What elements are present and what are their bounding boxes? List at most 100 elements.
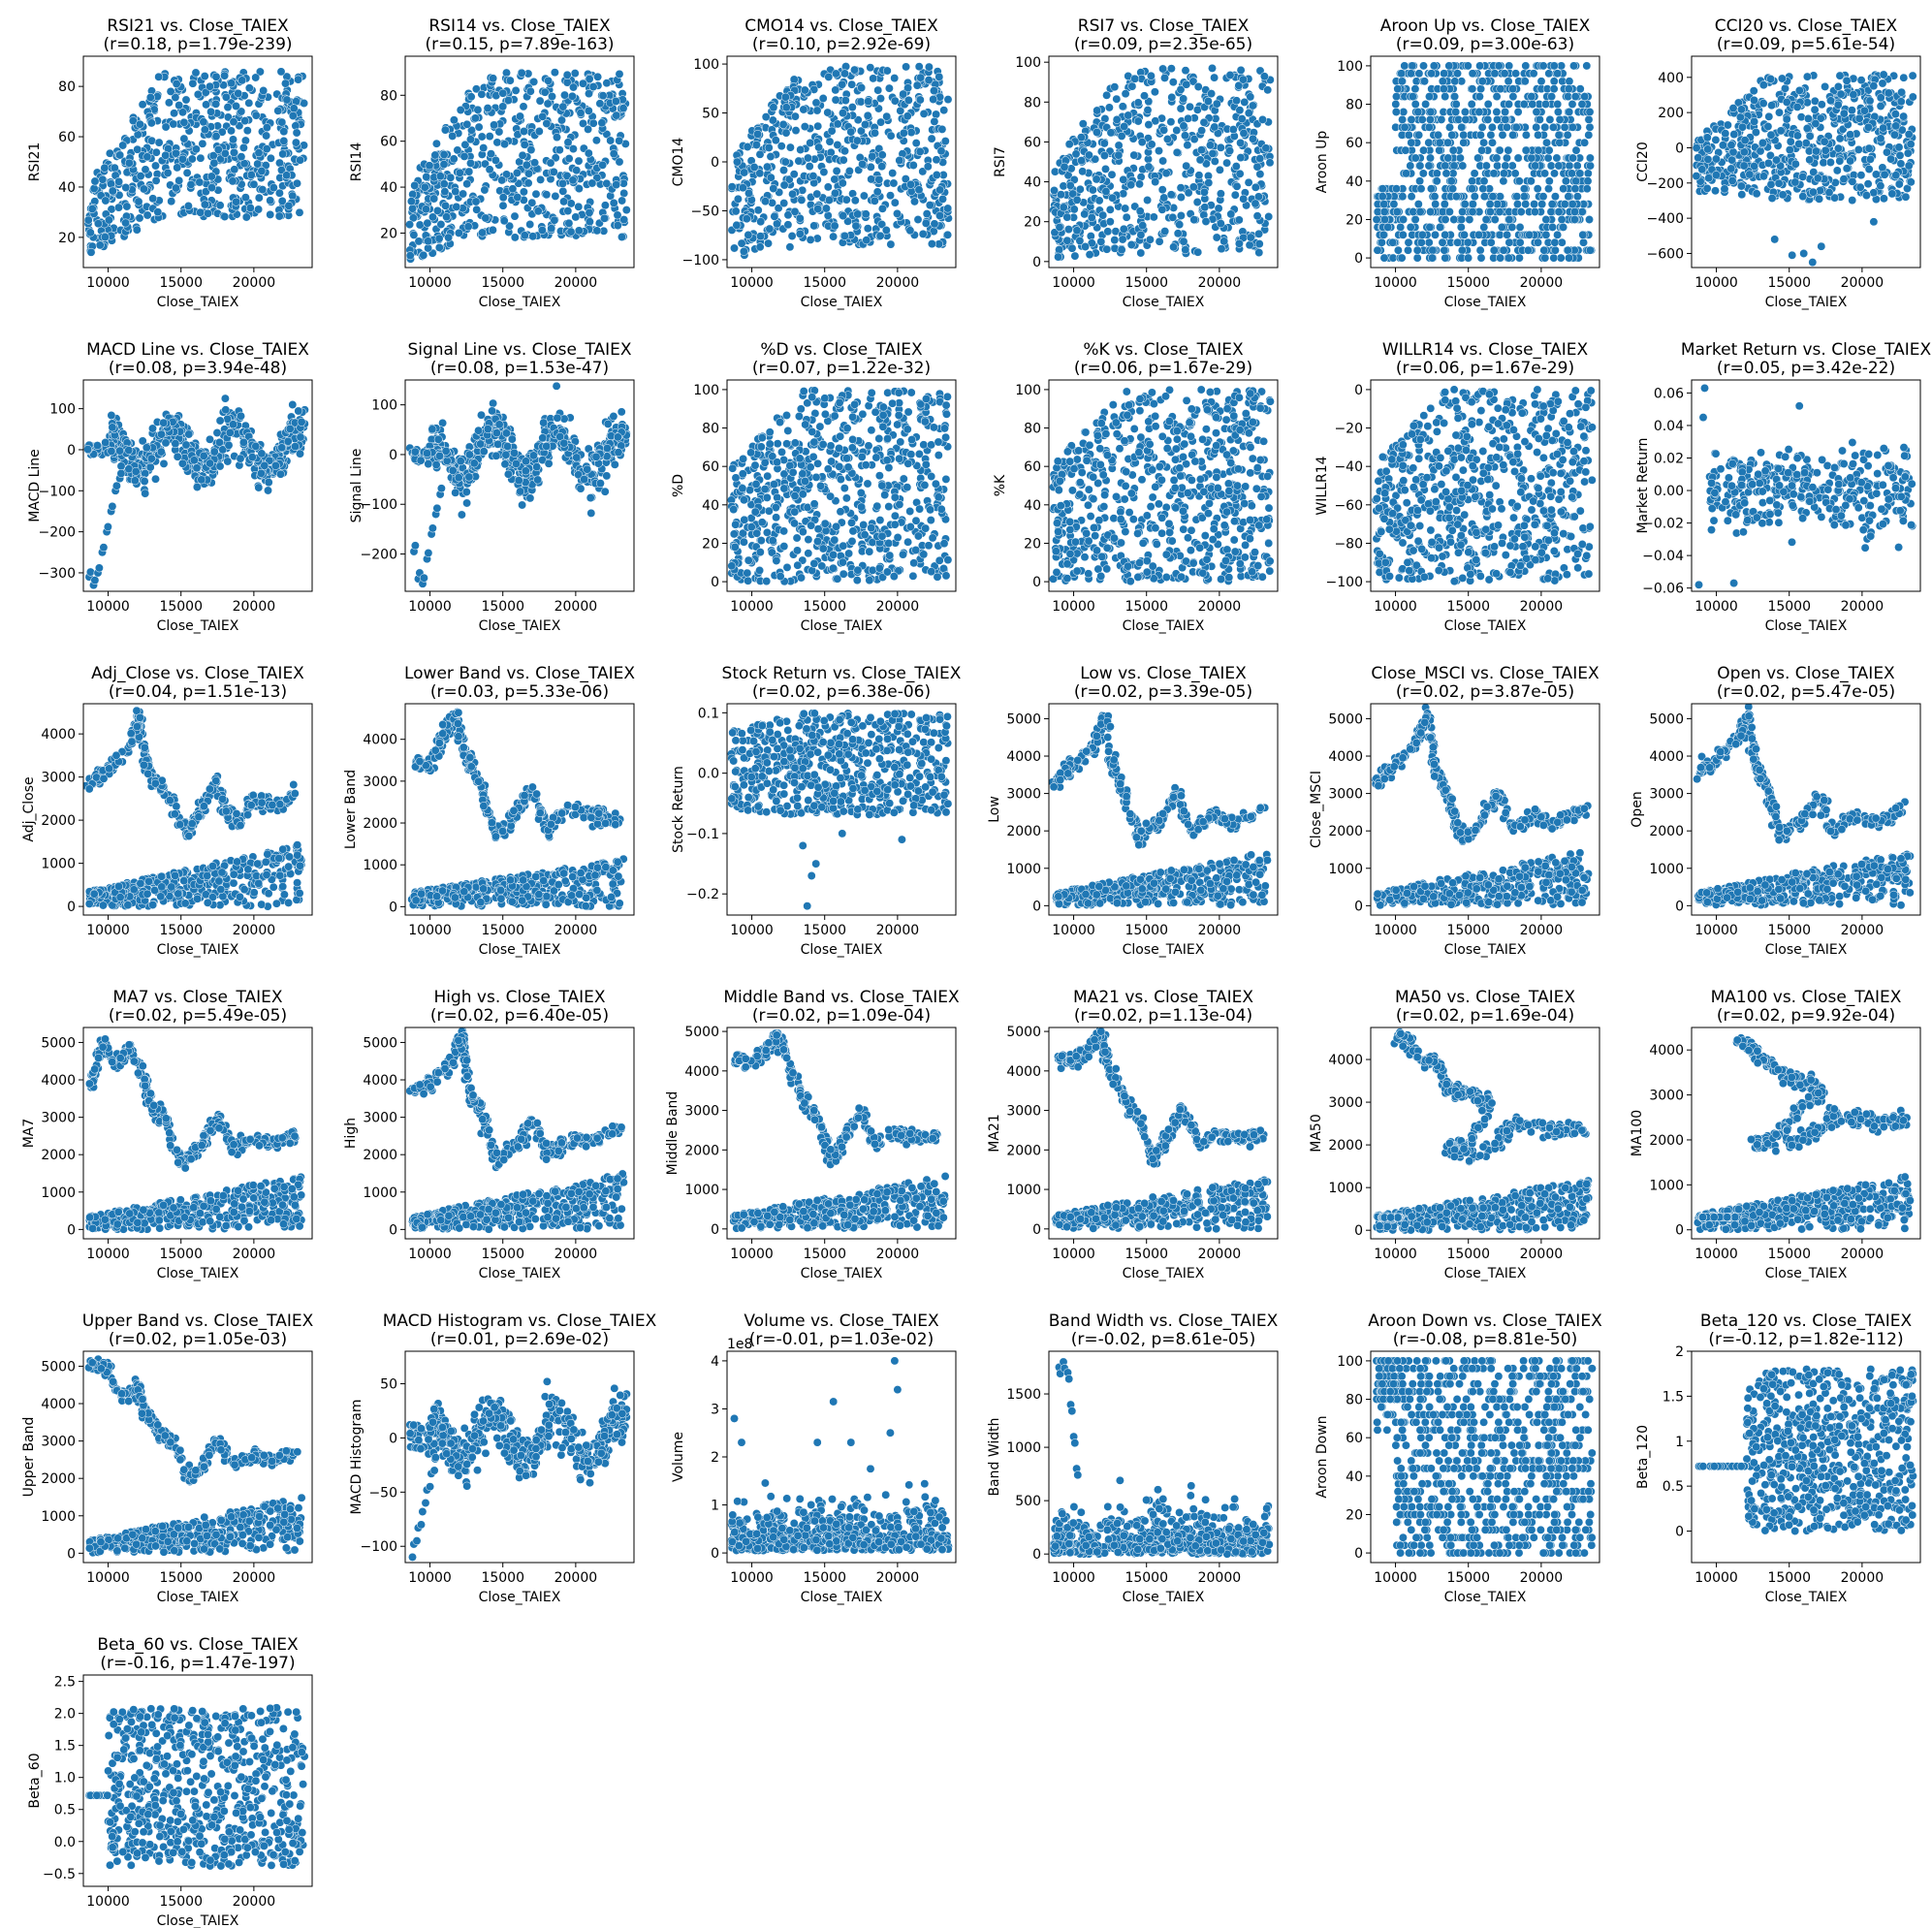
data-point [510, 233, 520, 242]
data-point [1501, 114, 1510, 124]
data-point [87, 205, 97, 213]
data-point [1871, 170, 1881, 179]
data-point [459, 151, 469, 161]
subplot-title: RSI21 vs. Close_TAIEX [107, 16, 289, 36]
data-point [1407, 138, 1416, 147]
data-point [229, 135, 238, 144]
data-point [870, 196, 879, 205]
data-point [1460, 200, 1470, 209]
data-point [518, 150, 527, 160]
data-point [83, 445, 93, 454]
data-point [448, 131, 458, 141]
data-point [1554, 161, 1564, 171]
data-point [1150, 87, 1159, 97]
data-point [1468, 69, 1477, 79]
data-point [1585, 153, 1595, 163]
data-point [613, 210, 622, 220]
data-point [1414, 130, 1424, 140]
data-point [1425, 114, 1435, 124]
data-point [774, 204, 783, 213]
data-point [819, 168, 829, 176]
data-point [776, 142, 786, 151]
data-point [489, 74, 498, 83]
data-point [1583, 176, 1593, 186]
data-point [1259, 72, 1269, 81]
data-point [598, 91, 608, 101]
data-point [1455, 153, 1465, 163]
data-point [1464, 253, 1473, 263]
data-point [1546, 207, 1556, 216]
data-point [755, 149, 765, 159]
data-point [876, 94, 885, 104]
data-point [1149, 212, 1158, 222]
data-point [930, 116, 939, 126]
x-axis-label: Close_TAIEX [1444, 295, 1527, 310]
data-point [1252, 211, 1262, 221]
data-point [1160, 227, 1170, 237]
data-point [1896, 97, 1906, 107]
data-point [1441, 230, 1450, 239]
data-point [1087, 238, 1096, 248]
data-point [823, 108, 833, 117]
data-point [1119, 224, 1128, 234]
data-point [111, 481, 121, 490]
data-point [289, 104, 299, 113]
data-point [1846, 156, 1855, 166]
data-point [1585, 215, 1594, 224]
data-point [1447, 130, 1457, 140]
data-point [512, 168, 522, 177]
data-point [864, 97, 873, 107]
data-point [1392, 92, 1401, 102]
data-point [490, 120, 499, 130]
data-point [813, 205, 823, 213]
data-point [161, 438, 171, 448]
data-point [808, 172, 818, 181]
data-point [1511, 122, 1521, 132]
data-point [1531, 161, 1540, 171]
data-point [1692, 143, 1701, 153]
data-point [764, 238, 773, 248]
data-point [1135, 179, 1144, 189]
x-tick-label: 10000 [86, 599, 130, 615]
data-point [1764, 111, 1774, 121]
data-point [1228, 125, 1238, 135]
data-point [804, 153, 812, 163]
data-point [771, 136, 780, 145]
data-point [857, 83, 867, 92]
data-point [544, 76, 554, 85]
data-point [873, 85, 883, 95]
data-point [1172, 147, 1182, 157]
data-point [1099, 151, 1109, 160]
data-point [919, 109, 929, 118]
data-point [1378, 230, 1388, 239]
data-point [1104, 103, 1114, 112]
data-point [284, 201, 294, 210]
y-tick-label: −100 [682, 253, 719, 269]
data-point [1189, 135, 1199, 144]
data-point [1063, 225, 1073, 235]
data-point [434, 242, 444, 252]
data-point [1723, 120, 1732, 130]
data-point [237, 107, 246, 116]
data-point [797, 195, 807, 205]
data-point [1880, 170, 1889, 179]
data-point [164, 98, 174, 108]
data-point [1766, 130, 1776, 140]
data-point [1130, 74, 1140, 83]
data-point [1493, 161, 1503, 171]
data-point [1478, 184, 1488, 194]
data-point [274, 188, 284, 198]
data-point [1459, 130, 1469, 140]
data-point [1563, 245, 1572, 255]
data-point [1402, 169, 1410, 178]
y-tick-label: 80 [1024, 95, 1041, 111]
data-point [935, 211, 944, 220]
data-point [1098, 210, 1108, 220]
data-point [918, 167, 928, 176]
data-point [1826, 96, 1835, 106]
data-point [1571, 145, 1581, 155]
data-point [132, 225, 142, 235]
data-point [831, 188, 839, 198]
data-point [553, 133, 561, 142]
data-point [1068, 189, 1078, 199]
